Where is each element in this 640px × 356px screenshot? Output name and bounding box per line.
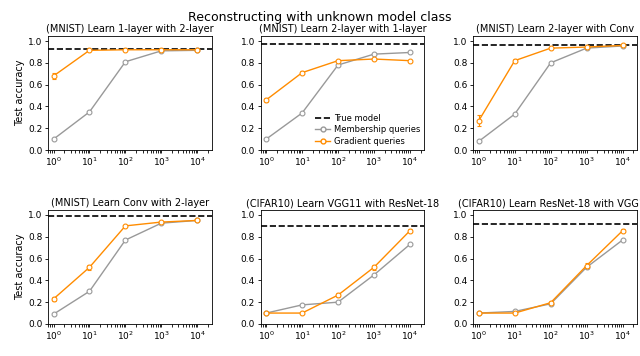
Title: (MNIST) Learn 1-layer with 2-layer: (MNIST) Learn 1-layer with 2-layer [46, 24, 214, 34]
Title: (MNIST) Learn Conv with 2-layer: (MNIST) Learn Conv with 2-layer [51, 198, 209, 208]
Title: (MNIST) Learn 2-layer with 1-layer: (MNIST) Learn 2-layer with 1-layer [259, 24, 426, 34]
Title: (MNIST) Learn 2-layer with Conv: (MNIST) Learn 2-layer with Conv [476, 24, 634, 34]
Title: (CIFAR10) Learn VGG11 with ResNet-18: (CIFAR10) Learn VGG11 with ResNet-18 [246, 198, 439, 208]
Y-axis label: Test accuracy: Test accuracy [15, 234, 26, 300]
Legend: True model, Membership queries, Gradient queries: True model, Membership queries, Gradient… [316, 114, 420, 146]
Text: Reconstructing with unknown model class: Reconstructing with unknown model class [188, 11, 452, 24]
Y-axis label: Test accuracy: Test accuracy [15, 59, 26, 126]
Title: (CIFAR10) Learn ResNet-18 with VGG11: (CIFAR10) Learn ResNet-18 with VGG11 [458, 198, 640, 208]
